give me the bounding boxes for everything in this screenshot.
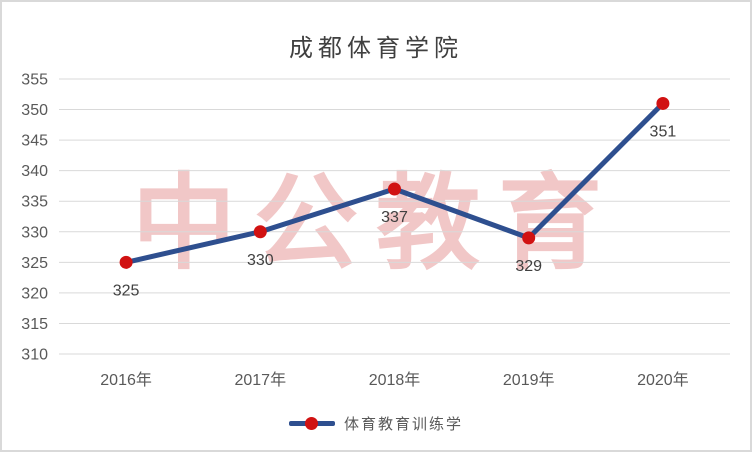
chart-title: 成都体育学院 [289, 35, 463, 62]
y-tick-label: 310 [21, 347, 48, 364]
legend-line-marker-icon [288, 417, 335, 430]
y-tick-label: 315 [21, 316, 48, 333]
data-point-label: 351 [650, 123, 677, 140]
data-point-label: 325 [113, 282, 140, 299]
data-point [253, 225, 267, 239]
data-point [388, 182, 401, 196]
y-tick-label: 320 [21, 285, 48, 302]
data-point-label: 337 [381, 209, 408, 226]
x-tick-label: 2017年 [234, 371, 286, 389]
data-point-label: 329 [515, 258, 542, 275]
x-tick-label: 2019年 [503, 371, 555, 389]
y-tick-label: 345 [21, 133, 48, 150]
y-tick-label: 325 [21, 255, 48, 272]
y-tick-label: 350 [21, 102, 48, 119]
x-tick-label: 2016年 [100, 371, 152, 389]
legend-dot-swatch [304, 417, 318, 430]
x-tick-label: 2018年 [369, 371, 421, 389]
data-point [656, 96, 670, 110]
legend-label: 体育教育训练学 [343, 416, 463, 433]
x-tick-label: 2020年 [637, 371, 689, 389]
y-tick-label: 330 [21, 224, 48, 241]
y-tick-label: 335 [21, 194, 48, 211]
data-point [119, 255, 133, 269]
y-tick-label: 340 [21, 163, 48, 180]
legend: 体育教育训练学 [2, 413, 750, 434]
y-tick-label: 355 [21, 72, 48, 89]
data-point-label: 330 [247, 252, 274, 269]
data-point [522, 231, 536, 245]
